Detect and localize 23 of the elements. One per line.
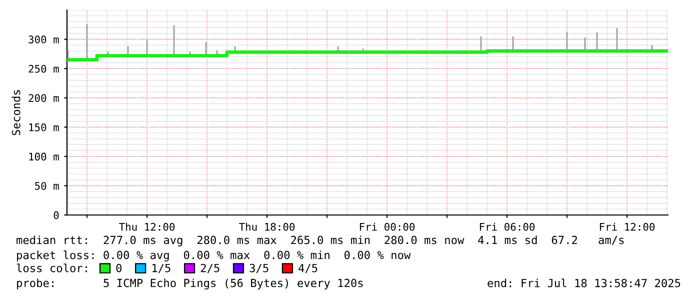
y-tick-label: 150 m	[29, 123, 59, 132]
x-tick-label: Thu 18:00	[239, 222, 295, 231]
legend-label: 1/5	[152, 264, 170, 274]
text: median rtt: 277.0 ms avg 280.0 ms max 265.0 ms min 280.0 ms now 4.1 ms sd 67.2 am/s	[16, 236, 624, 246]
x-tick-label: Thu 12:00	[119, 222, 175, 231]
legend-label: 3/5	[250, 264, 268, 274]
legend-label: 2/5	[200, 264, 220, 274]
y-axis-title: Seconds	[12, 90, 20, 136]
legend-title: loss color:	[16, 264, 87, 272]
text: end: Fri Jul 18 13:58:47 2025	[488, 278, 680, 288]
x-tick-label: Fri 12:00	[600, 222, 655, 231]
legend-label: 0	[116, 264, 122, 272]
text: packet loss: 0.00 % avg 0.00 % max 0.00 % min 0.00 % now	[17, 250, 411, 262]
x-tick-label: Fri 06:00	[480, 222, 535, 231]
legend-label: 4/5	[298, 264, 318, 274]
y-tick-label: 250 m	[28, 64, 59, 73]
y-tick-label: 200 m	[28, 94, 59, 102]
x-tick-label: Fri 00:00	[360, 222, 415, 231]
y-tick-label: 100 m	[29, 152, 59, 161]
text: probe: 5 ICMP Echo Pings (56 Bytes) every 120s	[17, 278, 363, 290]
y-tick-label: 300 m	[28, 36, 59, 44]
y-tick-label: 50 m	[35, 182, 59, 190]
y-tick-label: 0	[54, 211, 59, 220]
